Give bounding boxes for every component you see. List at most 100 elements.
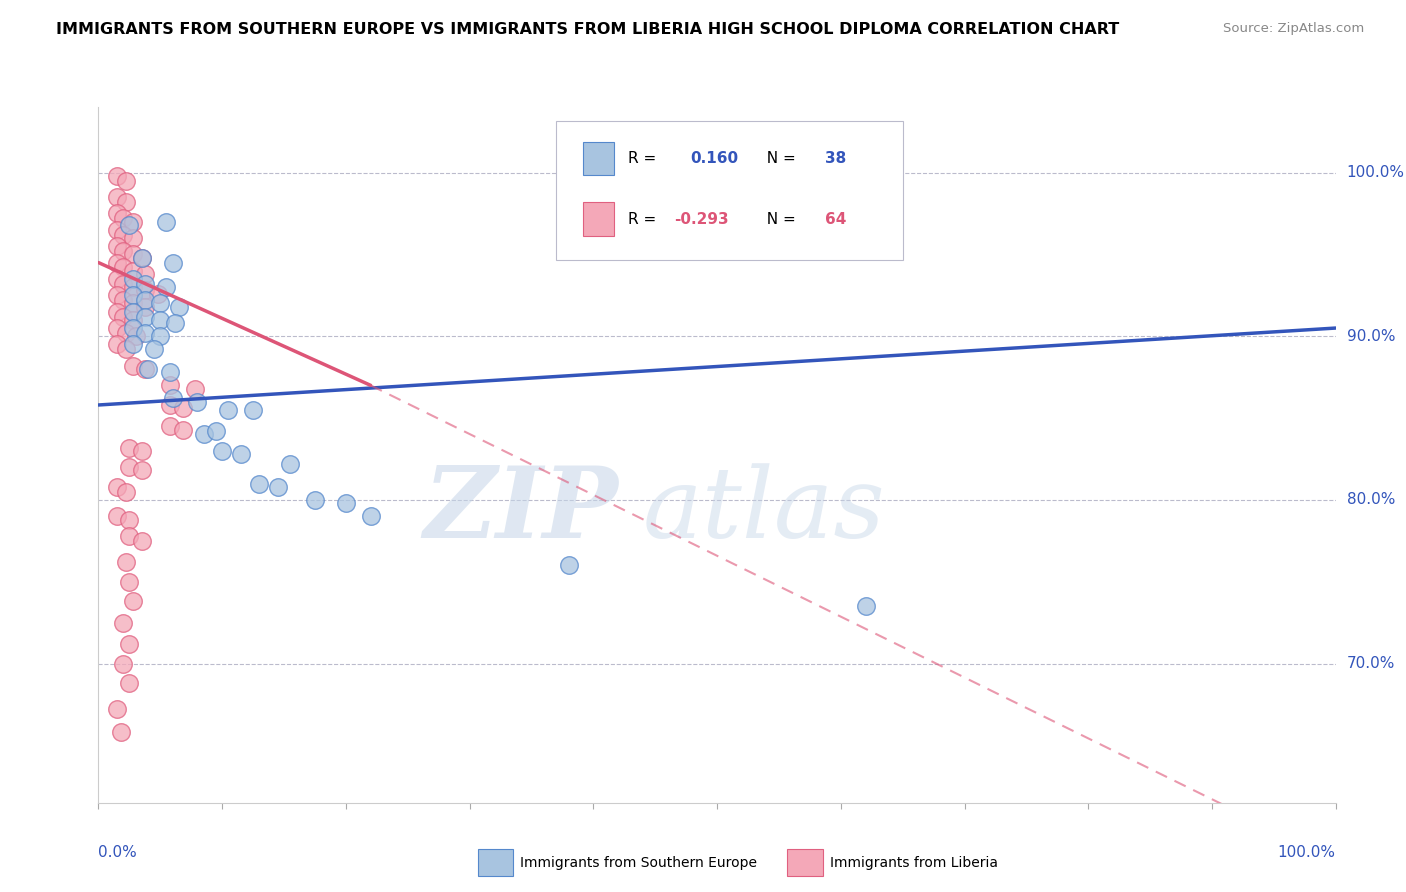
- Point: [122, 296, 145, 310]
- Point: [162, 392, 184, 406]
- Text: N =: N =: [756, 151, 800, 166]
- Point: [122, 264, 145, 278]
- Point: [110, 725, 132, 739]
- Text: -0.293: -0.293: [673, 211, 728, 227]
- Point: [855, 599, 877, 614]
- Point: [114, 555, 136, 569]
- Point: [112, 211, 135, 226]
- Point: [118, 512, 141, 526]
- Point: [159, 419, 181, 434]
- Text: R =: R =: [628, 211, 661, 227]
- Point: [162, 255, 184, 269]
- Point: [112, 657, 135, 671]
- Point: [211, 443, 233, 458]
- Point: [360, 509, 382, 524]
- Text: IMMIGRANTS FROM SOUTHERN EUROPE VS IMMIGRANTS FROM LIBERIA HIGH SCHOOL DIPLOMA C: IMMIGRANTS FROM SOUTHERN EUROPE VS IMMIG…: [56, 22, 1119, 37]
- Point: [131, 463, 153, 477]
- Point: [114, 326, 136, 340]
- Point: [112, 277, 135, 291]
- Point: [134, 277, 156, 291]
- Point: [122, 231, 145, 245]
- Point: [105, 337, 128, 351]
- Point: [122, 337, 145, 351]
- Point: [112, 615, 135, 630]
- Point: [159, 378, 181, 392]
- Point: [105, 239, 128, 253]
- Point: [134, 362, 156, 376]
- Text: 70.0%: 70.0%: [1347, 657, 1395, 671]
- Point: [134, 300, 156, 314]
- Point: [186, 394, 208, 409]
- Point: [159, 365, 181, 379]
- Point: [112, 227, 135, 242]
- Text: Source: ZipAtlas.com: Source: ZipAtlas.com: [1223, 22, 1364, 36]
- Point: [165, 316, 187, 330]
- Text: 80.0%: 80.0%: [1347, 492, 1395, 508]
- Point: [267, 480, 290, 494]
- FancyBboxPatch shape: [583, 142, 614, 175]
- Text: 64: 64: [825, 211, 846, 227]
- Point: [184, 382, 207, 396]
- Point: [205, 424, 228, 438]
- Point: [122, 594, 145, 608]
- Point: [172, 423, 194, 437]
- Point: [335, 496, 357, 510]
- Point: [118, 574, 141, 589]
- Point: [172, 401, 194, 416]
- Point: [159, 398, 181, 412]
- Point: [122, 214, 145, 228]
- Point: [118, 676, 141, 690]
- Point: [112, 260, 135, 275]
- Point: [122, 313, 145, 327]
- Point: [105, 223, 128, 237]
- Point: [146, 286, 169, 301]
- Point: [112, 310, 135, 324]
- Text: N =: N =: [756, 211, 800, 227]
- Point: [134, 267, 156, 281]
- Text: Immigrants from Southern Europe: Immigrants from Southern Europe: [520, 855, 758, 870]
- Point: [134, 284, 156, 298]
- Point: [131, 533, 153, 548]
- Point: [118, 218, 141, 232]
- Point: [124, 329, 146, 343]
- Point: [118, 637, 141, 651]
- Point: [105, 255, 128, 269]
- Point: [155, 280, 177, 294]
- Point: [105, 702, 128, 716]
- Point: [118, 460, 141, 475]
- Point: [149, 296, 172, 310]
- Point: [134, 326, 156, 340]
- Point: [105, 206, 128, 220]
- FancyBboxPatch shape: [557, 121, 903, 260]
- Text: 0.160: 0.160: [690, 151, 738, 166]
- Text: 38: 38: [825, 151, 846, 166]
- Point: [112, 293, 135, 308]
- Point: [118, 529, 141, 543]
- Point: [105, 169, 128, 183]
- Point: [105, 304, 128, 318]
- Point: [122, 272, 145, 286]
- Point: [105, 480, 128, 494]
- Point: [229, 447, 252, 461]
- FancyBboxPatch shape: [583, 202, 614, 235]
- Point: [122, 359, 145, 373]
- Point: [143, 343, 166, 357]
- Point: [136, 362, 159, 376]
- Point: [134, 293, 156, 308]
- Point: [304, 492, 326, 507]
- Point: [122, 288, 145, 302]
- Point: [149, 329, 172, 343]
- Text: ZIP: ZIP: [423, 462, 619, 558]
- Point: [122, 280, 145, 294]
- Point: [217, 403, 239, 417]
- Point: [122, 247, 145, 261]
- Point: [114, 174, 136, 188]
- Point: [193, 427, 215, 442]
- Point: [557, 558, 579, 573]
- Point: [105, 272, 128, 286]
- Point: [131, 251, 153, 265]
- Text: atlas: atlas: [643, 463, 886, 558]
- Point: [131, 443, 153, 458]
- Point: [114, 194, 136, 209]
- Point: [122, 304, 145, 318]
